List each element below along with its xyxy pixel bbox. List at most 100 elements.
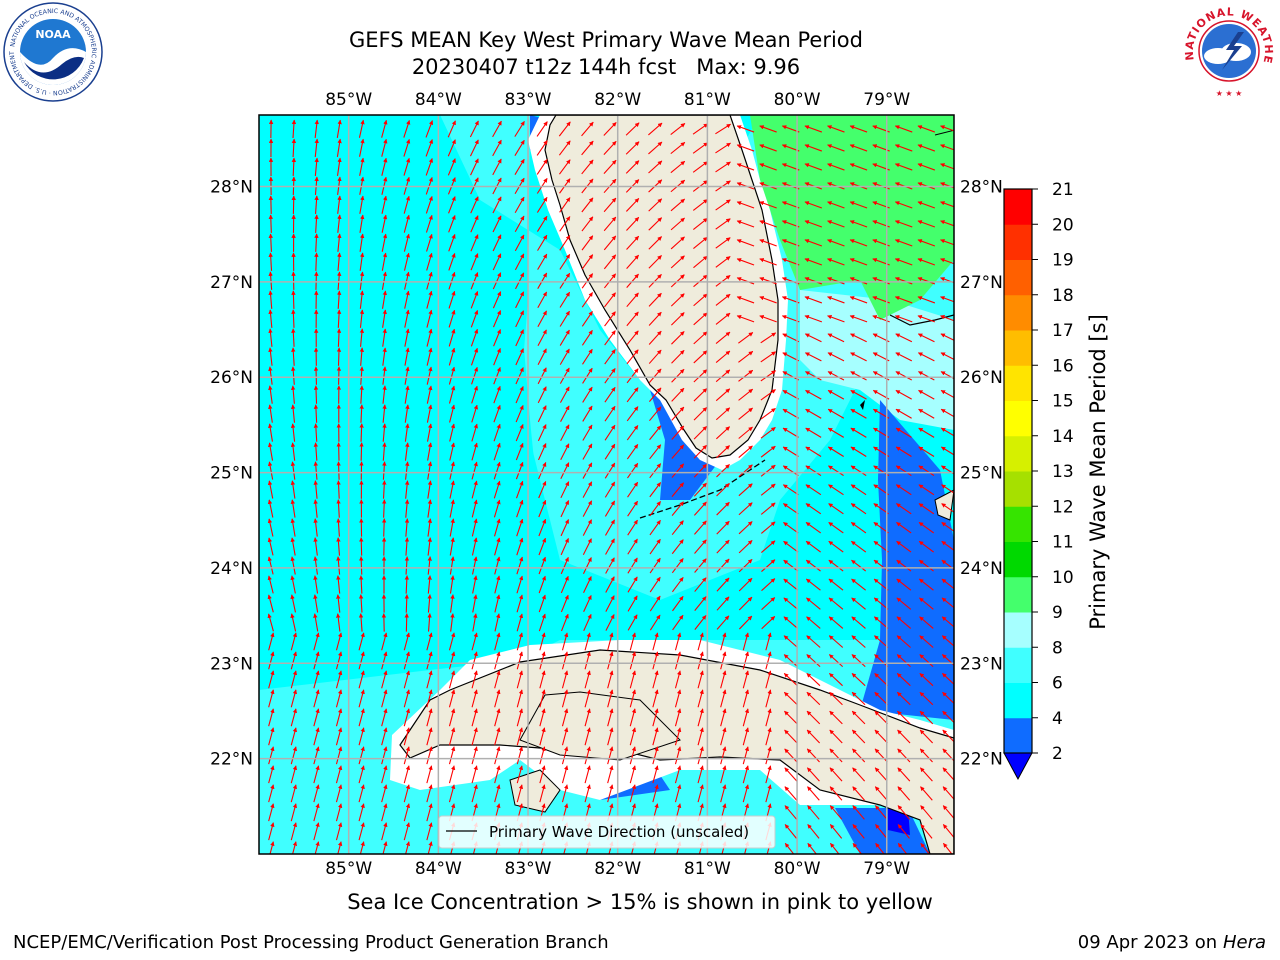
wave-arrow: [694, 558, 707, 573]
wave-arrow: [539, 765, 546, 784]
wave-arrow: [648, 387, 662, 403]
wave-arrow: [427, 537, 432, 556]
wave-arrow: [381, 727, 388, 746]
wave-arrow: [358, 594, 364, 613]
wave-arrow: [604, 405, 616, 422]
wave-arrow: [314, 157, 319, 176]
wave-arrow: [382, 404, 387, 423]
wave-arrow: [671, 368, 685, 383]
wave-arrow: [382, 309, 387, 328]
wave-arrow: [537, 291, 548, 308]
wave-arrow: [291, 157, 297, 176]
wave-arrow: [494, 613, 501, 632]
wave-arrow: [267, 499, 274, 518]
wave-arrow: [358, 632, 365, 651]
isla-de-la-juventud: [509, 769, 561, 813]
wave-arrow: [919, 691, 934, 706]
wave-arrow: [849, 220, 868, 228]
wave-arrow: [827, 296, 845, 304]
wave-arrow: [742, 746, 750, 765]
wave-arrow: [448, 234, 456, 252]
wave-arrow: [291, 328, 296, 347]
wave-arrow: [336, 347, 342, 366]
wave-arrow: [760, 521, 776, 534]
wave-arrow: [267, 442, 274, 461]
wave-arrow: [626, 235, 640, 250]
colorbar-segment: [1004, 576, 1032, 613]
wave-arrow: [804, 201, 823, 209]
wave-arrow: [470, 347, 479, 366]
wave-arrow: [693, 463, 707, 478]
wave-arrow: [674, 689, 682, 708]
wave-arrow: [382, 423, 387, 442]
wave-arrow: [536, 215, 548, 232]
wave-arrow: [693, 312, 708, 326]
wave-arrow: [674, 746, 682, 765]
wave-arrow: [715, 199, 731, 211]
wave-arrow: [337, 195, 342, 214]
wave-arrow: [760, 483, 776, 496]
wave-arrow: [738, 350, 754, 363]
wave-arrow: [561, 613, 569, 632]
wave-arrow: [720, 632, 727, 651]
wave-arrow: [268, 214, 274, 233]
wave-arrow: [404, 404, 410, 423]
wave-arrow: [290, 613, 297, 632]
wave-arrow: [516, 556, 524, 575]
wave-arrow: [450, 613, 455, 632]
wave-arrow: [583, 595, 592, 613]
wave-arrow: [471, 404, 478, 423]
wave-arrow: [652, 670, 659, 689]
wave-arrow: [648, 368, 662, 383]
wave-arrow: [940, 163, 954, 170]
wave-arrow: [448, 366, 456, 385]
wave-arrow: [759, 163, 777, 171]
wave-arrow: [806, 616, 821, 629]
wave-arrow: [894, 277, 913, 285]
wave-arrow: [336, 499, 341, 518]
wave-arrow: [625, 141, 640, 155]
wave-arrow: [267, 461, 274, 480]
wave-arrow: [516, 727, 524, 746]
lon-tick-label: 81°W: [684, 90, 731, 110]
wave-arrow: [561, 784, 569, 803]
wave-arrow: [426, 366, 433, 385]
wave-arrow: [313, 784, 320, 803]
wave-arrow: [404, 480, 410, 499]
wave-arrow: [742, 651, 750, 670]
wave-arrow: [382, 328, 387, 347]
wave-arrow: [516, 575, 524, 594]
wave-arrow: [738, 388, 753, 401]
colorbar-segment: [1004, 224, 1032, 260]
colorbar-tick-label: 15: [1052, 392, 1074, 412]
wave-arrow: [674, 727, 682, 746]
wave-arrow: [806, 635, 821, 648]
wave-arrow: [626, 273, 639, 289]
lat-tick-label: 25°N: [210, 464, 253, 484]
wave-arrow: [516, 651, 524, 670]
wave-arrow: [538, 499, 547, 518]
wave-arrow: [917, 352, 935, 362]
wave-arrow: [603, 254, 617, 270]
colorbar-tick-label: 6: [1052, 674, 1063, 694]
lat-tick-label: 25°N: [960, 464, 1003, 484]
colorbar-segment: [1004, 294, 1032, 331]
wave-arrow: [448, 632, 456, 651]
wave-arrow: [358, 708, 365, 727]
wave-arrow: [492, 196, 502, 214]
wave-arrow: [919, 748, 933, 763]
wave-arrow: [539, 632, 546, 651]
wave-arrow: [290, 575, 296, 594]
wave-arrow: [381, 708, 388, 727]
wave-arrow: [472, 556, 478, 575]
colorbar-segment: [1004, 330, 1032, 366]
wave-arrow: [648, 274, 662, 288]
wave-arrow: [670, 160, 686, 174]
wave-arrow: [336, 290, 342, 309]
wave-arrow: [625, 198, 640, 212]
wave-arrow: [648, 217, 663, 231]
wave-arrow: [942, 748, 954, 762]
wave-arrow: [313, 442, 319, 461]
map-area: Primary Wave Direction (unscaled): [259, 115, 954, 854]
lon-tick-label: 85°W: [325, 90, 372, 110]
